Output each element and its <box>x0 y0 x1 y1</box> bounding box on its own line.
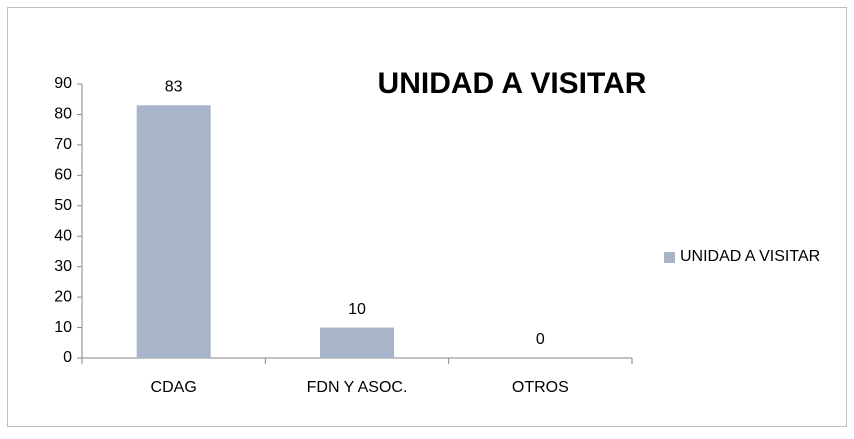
y-tick-label: 80 <box>54 106 72 123</box>
bar <box>320 327 394 358</box>
y-tick-label: 10 <box>54 319 72 336</box>
data-label: 10 <box>348 301 366 318</box>
y-tick-label: 40 <box>54 227 72 244</box>
x-tick-label: OTROS <box>512 379 569 396</box>
x-tick-label: FDN Y ASOC. <box>307 379 408 396</box>
data-label: 83 <box>165 79 183 96</box>
chart-title: UNIDAD A VISITAR <box>378 67 647 100</box>
x-tick-label: CDAG <box>151 379 197 396</box>
y-tick-label: 20 <box>54 288 72 305</box>
y-tick-label: 0 <box>63 349 72 366</box>
legend-label: UNIDAD A VISITAR <box>680 248 820 265</box>
y-tick-label: 90 <box>54 75 72 92</box>
y-tick-label: 70 <box>54 136 72 153</box>
legend-swatch <box>664 252 675 263</box>
y-tick-label: 60 <box>54 167 72 184</box>
y-tick-label: 50 <box>54 197 72 214</box>
data-label: 0 <box>536 331 545 348</box>
y-tick-label: 30 <box>54 258 72 275</box>
bar <box>136 105 211 358</box>
